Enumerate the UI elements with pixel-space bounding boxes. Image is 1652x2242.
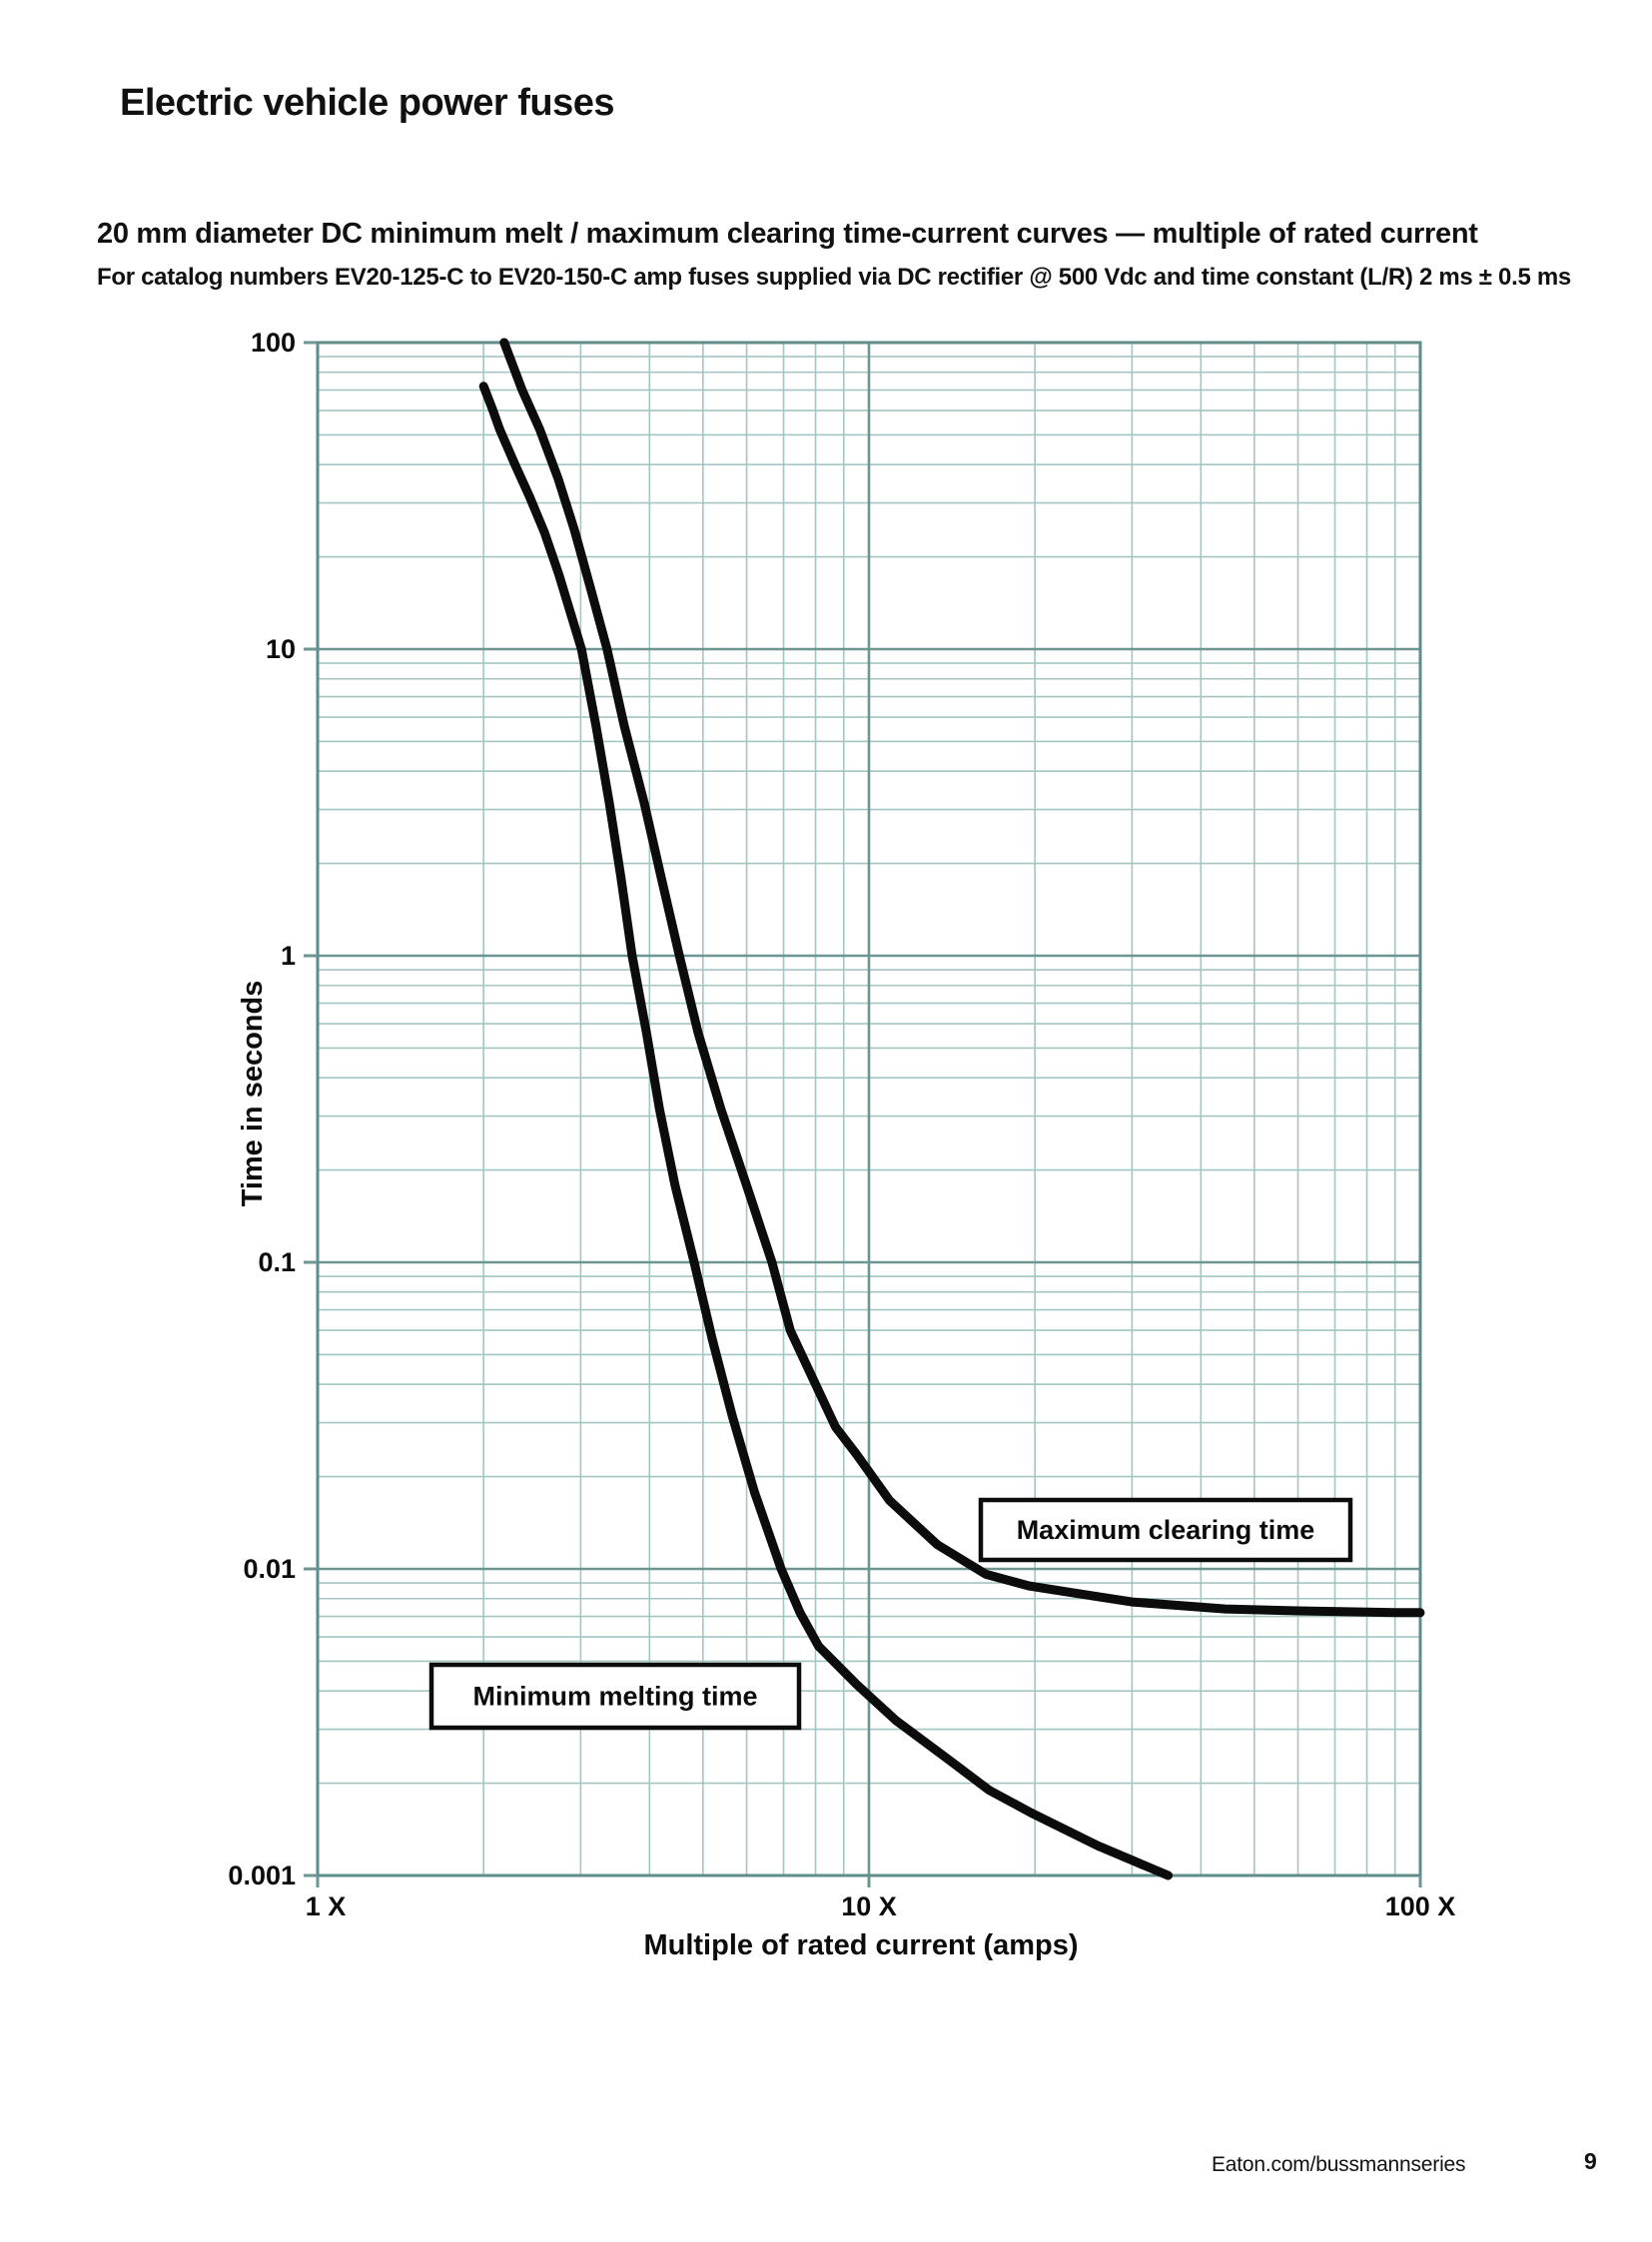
y-axis-title: Time in seconds: [237, 981, 269, 1207]
y-axis-tick-label: 1: [281, 941, 296, 971]
y-axis-tick-label: 100: [251, 328, 296, 358]
page-header: Electric vehicle power fuses: [120, 82, 615, 124]
curve-label-box: [978, 1497, 1353, 1563]
y-axis-tick-label: 0.001: [228, 1861, 296, 1890]
x-axis-tick-label: 100 X: [1385, 1891, 1456, 1921]
y-axis-tick-label: 10: [266, 634, 296, 664]
curve-label: Minimum melting time: [472, 1682, 757, 1712]
y-axis-tick-label: 0.01: [243, 1554, 296, 1584]
y-axis-tick-label: 0.1: [258, 1247, 296, 1277]
curve-label-box: [428, 1662, 802, 1731]
maximum-clearing-time-curve: [499, 338, 1425, 1618]
footer-link: Eaton.com/bussmannseries: [1212, 2153, 1466, 2176]
x-axis-tick-label: 1 X: [306, 1891, 347, 1921]
curve-label: Maximum clearing time: [1017, 1515, 1315, 1545]
x-axis-tick-label: 10 X: [841, 1891, 897, 1921]
chart-subtitle: For catalog numbers EV20-125-C to EV20-1…: [97, 264, 1571, 291]
x-axis-title: Multiple of rated current (amps): [643, 1929, 1078, 1961]
chart-title: 20 mm diameter DC minimum melt / maximum…: [97, 218, 1478, 250]
footer-page-number: 9: [1584, 2148, 1597, 2174]
minimum-melting-time-curve: [478, 381, 1174, 1880]
